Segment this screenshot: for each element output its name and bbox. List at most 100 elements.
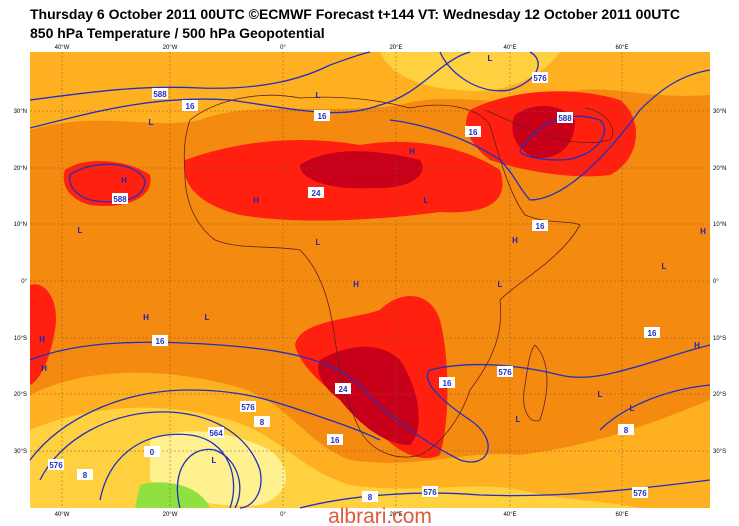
contour-label-box bbox=[240, 401, 256, 412]
contour-label-box bbox=[254, 416, 270, 427]
contour-label-box bbox=[152, 335, 168, 346]
contour-label-text: 24 bbox=[312, 189, 321, 198]
contour-label-text: 24 bbox=[339, 385, 348, 394]
lat-label: 30°S bbox=[14, 449, 27, 455]
contour-label: 576 bbox=[497, 366, 513, 377]
pressure-center: L bbox=[498, 280, 503, 289]
pressure-center: H bbox=[409, 147, 415, 156]
lat-label: 0° bbox=[713, 279, 719, 285]
pressure-center: H bbox=[694, 341, 700, 350]
subtitle: 850 hPa Temperature / 500 hPa Geopotenti… bbox=[30, 25, 325, 41]
contour-label: 16 bbox=[439, 377, 455, 388]
lat-label: 10°N bbox=[14, 222, 27, 228]
pressure-center: H bbox=[253, 196, 259, 205]
contour-label-box bbox=[48, 459, 64, 470]
lat-label: 20°S bbox=[713, 392, 726, 398]
lat-label: 30°N bbox=[14, 109, 27, 115]
lat-label: 10°S bbox=[14, 336, 27, 342]
contour-label-box bbox=[532, 72, 548, 83]
pressure-center: H bbox=[121, 176, 127, 185]
contour-label-text: 16 bbox=[186, 102, 195, 111]
contour-label-box bbox=[335, 383, 351, 394]
contour-label-text: 0 bbox=[150, 448, 155, 457]
contour-label: 16 bbox=[532, 220, 548, 231]
contour-label-text: 576 bbox=[241, 403, 255, 412]
lat-label: 0° bbox=[21, 279, 27, 285]
contour-label: 588 bbox=[152, 88, 168, 99]
contour-label: 16 bbox=[152, 335, 168, 346]
lon-label: 40°E bbox=[503, 512, 516, 518]
contour-label-box bbox=[314, 110, 330, 121]
lon-label: 0° bbox=[280, 45, 286, 51]
graticule bbox=[30, 52, 710, 508]
contour-label: 588 bbox=[112, 193, 128, 204]
contour-label-text: 576 bbox=[423, 488, 437, 497]
lat-label: 20°S bbox=[14, 392, 27, 398]
contour-label: 576 bbox=[532, 72, 548, 83]
pressure-center: H bbox=[41, 364, 47, 373]
contour-label-box bbox=[308, 187, 324, 198]
labels: 40°W 40°W 20°W 20°W 0° 0° 20°E 20°E 40°E 40°E 60°E… bbox=[14, 45, 727, 518]
contour-label-text: 8 bbox=[368, 493, 373, 502]
contour-label-box bbox=[112, 193, 128, 204]
lon-label: 0° bbox=[280, 512, 286, 518]
lon-label: 20°W bbox=[163, 45, 178, 51]
pressure-center: L bbox=[316, 238, 321, 247]
pressure-center: L bbox=[516, 415, 521, 424]
contour-label: 564 bbox=[208, 427, 224, 438]
lon-label: 60°E bbox=[615, 512, 628, 518]
contour-label: 16 bbox=[182, 100, 198, 111]
lon-label: 40°W bbox=[55, 45, 70, 51]
pressure-center: L bbox=[205, 313, 210, 322]
pressure-center: L bbox=[78, 226, 83, 235]
contour-label: 576 bbox=[632, 487, 648, 498]
lon-label: 60°E bbox=[615, 45, 628, 51]
temperature-field bbox=[30, 52, 710, 508]
lat-label: 20°N bbox=[14, 166, 27, 172]
contour-label-text: 588 bbox=[113, 195, 127, 204]
pressure-center: L bbox=[630, 404, 635, 413]
pressure-center: H bbox=[353, 280, 359, 289]
contour-label-text: 564 bbox=[209, 429, 223, 438]
lat-label: 10°S bbox=[713, 336, 726, 342]
pressure-center: H bbox=[512, 236, 518, 245]
contour-label: 24 bbox=[335, 383, 351, 394]
contour-label-text: 8 bbox=[260, 418, 265, 427]
lon-label: 40°W bbox=[55, 512, 70, 518]
pressure-center: L bbox=[488, 54, 493, 63]
contour-label-box bbox=[532, 220, 548, 231]
contour-label: 8 bbox=[362, 491, 378, 502]
contour-label-box bbox=[439, 377, 455, 388]
watermark: albrari.com bbox=[328, 505, 432, 526]
contour-label-box bbox=[77, 469, 93, 480]
contour-label-box bbox=[208, 427, 224, 438]
contour-label-box bbox=[152, 88, 168, 99]
pressure-center: L bbox=[662, 262, 667, 271]
lon-label: 40°E bbox=[503, 45, 516, 51]
pressure-center: L bbox=[598, 390, 603, 399]
contour-label-box bbox=[465, 126, 481, 137]
title: Thursday 6 October 2011 00UTC ©ECMWF For… bbox=[30, 6, 680, 22]
contour-label: 16 bbox=[314, 110, 330, 121]
lat-label: 30°N bbox=[713, 109, 726, 115]
pressure-center: L bbox=[424, 196, 429, 205]
contour-label-text: 16 bbox=[156, 337, 165, 346]
lon-label: 20°W bbox=[163, 512, 178, 518]
contour-label-box bbox=[497, 366, 513, 377]
contour-label: 8 bbox=[254, 416, 270, 427]
pressure-center: L bbox=[212, 456, 217, 465]
contour-label: 16 bbox=[465, 126, 481, 137]
contour-label: 16 bbox=[327, 434, 343, 445]
contour-label-box bbox=[182, 100, 198, 111]
contour-label-text: 16 bbox=[469, 128, 478, 137]
geopotential-contours bbox=[29, 51, 711, 509]
contour-label-box bbox=[327, 434, 343, 445]
pressure-center: H bbox=[39, 335, 45, 344]
contour-label-text: 588 bbox=[153, 90, 167, 99]
contour-label-text: 16 bbox=[318, 112, 327, 121]
contour-label-box bbox=[144, 446, 160, 457]
contour-label: 8 bbox=[77, 469, 93, 480]
contour-label: 576 bbox=[48, 459, 64, 470]
contour-label-text: 8 bbox=[83, 471, 88, 480]
